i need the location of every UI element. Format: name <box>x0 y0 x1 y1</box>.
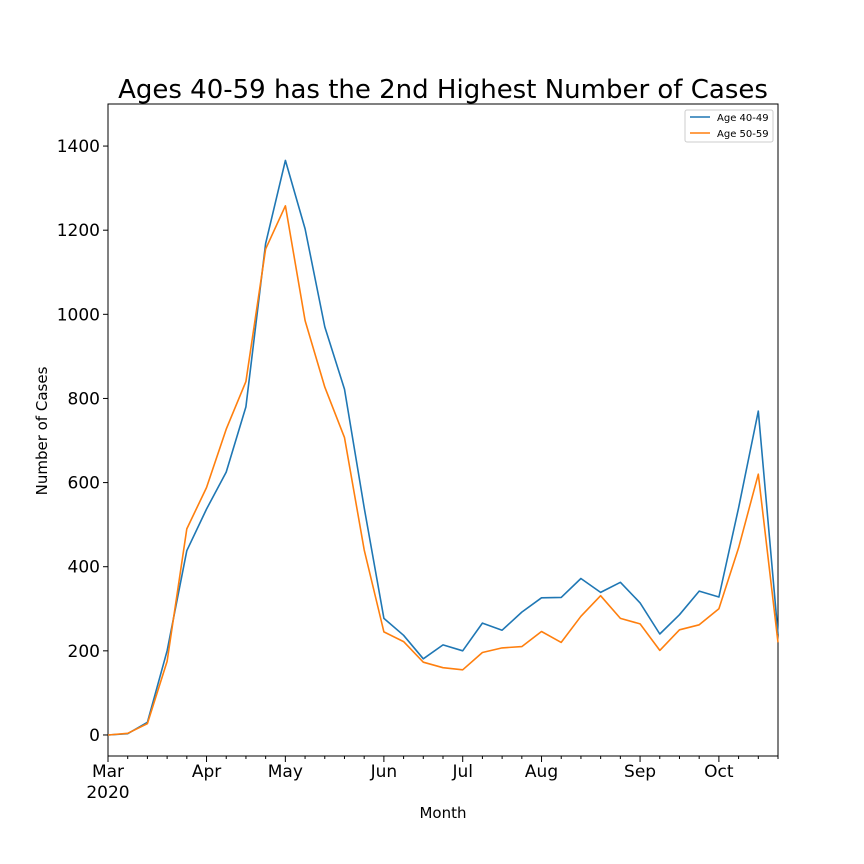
legend-box <box>684 109 774 143</box>
series-line-1 <box>107 159 779 736</box>
x-tick-sublabel: 2020 <box>86 783 129 803</box>
y-axis: 0 200 400 600 800 1000 1200 1400 <box>57 137 108 746</box>
y-tick-label: 600 <box>68 474 100 494</box>
legend-label: Age 50-59 <box>717 129 769 140</box>
x-tick-label: Apr <box>192 762 221 782</box>
y-tick-label: 1200 <box>57 221 100 241</box>
x-tick-label: Jul <box>451 762 473 782</box>
x-axis-label: Month <box>419 804 466 822</box>
x-tick-label: Oct <box>704 762 734 782</box>
y-tick-label: 1400 <box>57 137 100 157</box>
y-tick-label: 800 <box>68 389 100 409</box>
y-tick-label: 0 <box>89 726 100 746</box>
series-lines <box>107 159 779 736</box>
legend: Age 40-49 Age 50-59 <box>684 109 774 143</box>
y-tick-label: 400 <box>68 558 100 578</box>
y-tick-label: 200 <box>68 642 100 662</box>
plot-area-frame <box>107 103 779 757</box>
y-tick-label: 1000 <box>57 305 100 325</box>
x-tick-label: Aug <box>525 762 558 782</box>
chart-title: Ages 40-59 has the 2nd Highest Number of… <box>118 75 768 105</box>
x-tick-label: May <box>268 762 303 782</box>
x-tick-label: Mar <box>92 762 124 782</box>
legend-label: Age 40-49 <box>717 113 769 124</box>
y-axis-label: Number of Cases <box>33 366 51 495</box>
x-tick-label: Sep <box>624 762 656 782</box>
x-tick-label: Jun <box>370 762 398 782</box>
series-line-2 <box>107 205 779 736</box>
